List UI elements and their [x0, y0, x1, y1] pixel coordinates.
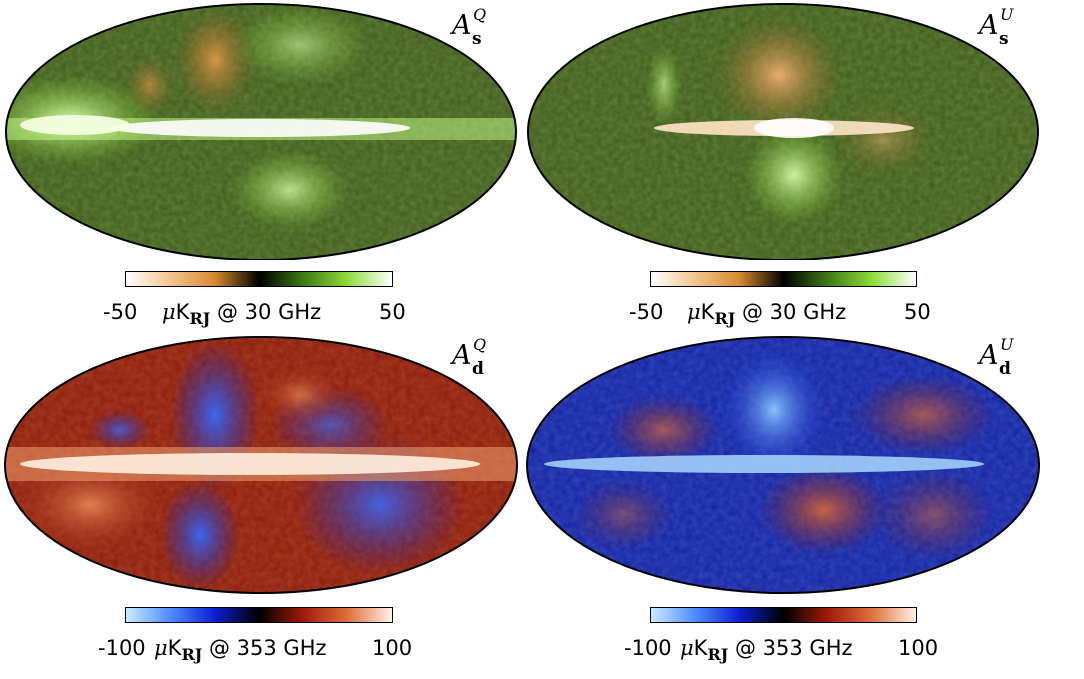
- colorbar-unit-ad-u: μKRJ @ 353 GHz: [680, 636, 853, 664]
- colorbar-unit-ad-q: μKRJ @ 353 GHz: [154, 636, 327, 664]
- colorbar-ad-u: [650, 607, 917, 623]
- sky-map-ad-q: [4, 336, 518, 594]
- colorbar-ad-q: [125, 607, 393, 623]
- colorbar-max-as-q: 50: [379, 300, 406, 324]
- sky-map-ad-u: [526, 336, 1040, 594]
- sky-map-as-u: [527, 3, 1039, 260]
- colorbar-max-as-u: 50: [904, 300, 931, 324]
- sky-map-as-q: [5, 3, 517, 260]
- colorbar-as-u: [650, 271, 917, 287]
- colorbar-as-q: [125, 271, 393, 287]
- colorbar-min-as-q: -50: [103, 300, 138, 324]
- colorbar-max-ad-u: 100: [898, 636, 939, 660]
- colorbar-min-ad-u: -100: [624, 636, 672, 660]
- colorbar-min-ad-q: -100: [98, 636, 146, 660]
- colorbar-unit-as-u: μKRJ @ 30 GHz: [687, 300, 847, 328]
- colorbar-min-as-u: -50: [629, 300, 664, 324]
- colorbar-unit-as-q: μKRJ @ 30 GHz: [162, 300, 322, 328]
- colorbar-max-ad-q: 100: [372, 636, 413, 660]
